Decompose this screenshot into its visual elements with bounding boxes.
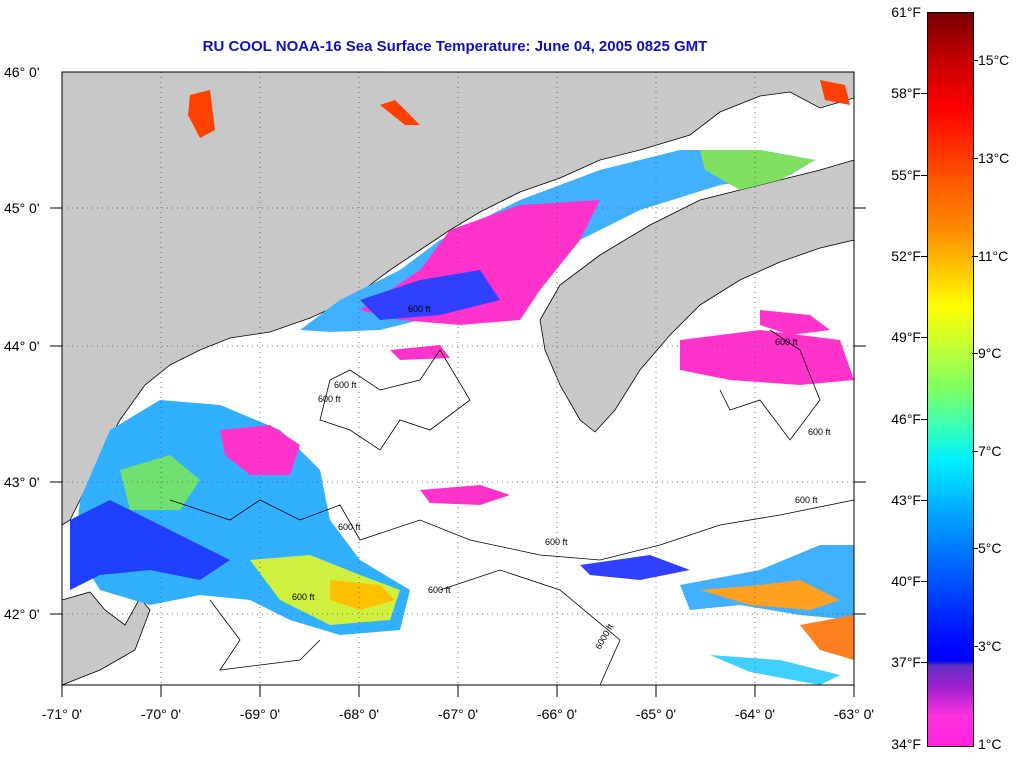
colorbar-tick: [921, 581, 927, 582]
colorbar-c-label: 9°C: [978, 345, 1002, 361]
lon-label: -65° 0': [635, 706, 677, 722]
colorbar-f-label: 43°F: [891, 492, 921, 508]
lon-label: -70° 0': [140, 706, 182, 722]
contour-label: 600 ft: [428, 585, 451, 595]
colorbar-c-label: 7°C: [978, 443, 1002, 459]
colorbar-tick: [921, 93, 927, 94]
contour-label: 600 ft: [545, 537, 568, 547]
colorbar-f-label: 49°F: [891, 329, 921, 345]
lon-label: -64° 0': [734, 706, 776, 722]
sst-patch-southeast: [680, 545, 854, 620]
lon-label: -63° 0': [833, 706, 875, 722]
land: [61, 71, 855, 686]
colorbar-tick: [921, 500, 927, 501]
sst-patch-southeast-warm: [700, 580, 840, 610]
lon-label: -71° 0': [41, 706, 83, 722]
colorbar-f-label: 52°F: [891, 248, 921, 264]
sst-patch-fundy-blue: [360, 270, 500, 320]
colorbar-tick: [921, 419, 927, 420]
lat-label: 45° 0': [4, 200, 40, 216]
colorbar-c-label: 1°C: [978, 736, 1002, 752]
colorbar-tick: [921, 256, 927, 257]
lat-label: 43° 0': [4, 474, 40, 490]
colorbar-f-label: 46°F: [891, 411, 921, 427]
contour-label: 6000 ft: [593, 622, 616, 651]
colorbar-tick: [972, 60, 978, 61]
contour-labels: 600 ft 600 ft 600 ft 600 ft 600 ft 600 f…: [292, 304, 831, 651]
colorbar-tick: [972, 548, 978, 549]
axis-ticks: [50, 207, 866, 697]
colorbar-tick: [972, 158, 978, 159]
sst-patch-central: [420, 485, 510, 505]
temperature-colorbar: [927, 12, 974, 747]
sst-patch-central2: [390, 345, 450, 360]
lon-label: -69° 0': [239, 706, 281, 722]
colorbar-c-label: 3°C: [978, 638, 1002, 654]
colorbar-tick: [972, 353, 978, 354]
lon-label: -68° 0': [338, 706, 380, 722]
sst-patch-ns-east: [680, 330, 854, 385]
lon-label: -66° 0': [536, 706, 578, 722]
sst-patch-blue-west: [70, 500, 230, 590]
colorbar-f-label: 55°F: [891, 167, 921, 183]
colorbar-f-label: 61°F: [891, 4, 921, 20]
colorbar-tick: [972, 256, 978, 257]
lat-label: 46° 0': [4, 64, 40, 80]
colorbar-tick: [921, 175, 927, 176]
contour-label: 600 ft: [334, 380, 357, 390]
colorbar-tick: [972, 646, 978, 647]
lat-label: 42° 0': [4, 606, 40, 622]
sst-patch-warm-core: [330, 580, 395, 610]
colorbar-c-label: 11°C: [978, 248, 1009, 264]
lat-lon-grid: [62, 72, 854, 685]
contour-label: 600 ft: [338, 522, 361, 532]
lon-label: -67° 0': [437, 706, 479, 722]
contour-label: 600 ft: [775, 337, 798, 347]
colorbar-f-label: 40°F: [891, 573, 921, 589]
sst-patch-northumberland: [700, 150, 815, 190]
lat-label: 44° 0': [4, 338, 40, 354]
sst-patch-cold-center: [220, 425, 300, 475]
contour-label: 600 ft: [408, 304, 431, 314]
land-cape-cod: [61, 591, 151, 686]
colorbar-c-label: 13°C: [978, 150, 1010, 166]
contour-label: 600 ft: [795, 495, 818, 505]
colorbar-tick: [972, 451, 978, 452]
sst-patch-ns-upper: [760, 310, 830, 335]
contour-label: 600 ft: [808, 427, 831, 437]
colorbar-f-label: 58°F: [891, 85, 921, 101]
colorbar-tick: [921, 662, 927, 663]
contour-label: 600 ft: [292, 592, 315, 602]
contour-label: 600 ft: [318, 394, 341, 404]
colorbar-f-label: 37°F: [891, 654, 921, 670]
sst-data: [70, 80, 854, 685]
colorbar-c-label: 15°C: [978, 52, 1010, 68]
colorbar-tick: [921, 337, 927, 338]
colorbar-c-label: 5°C: [978, 540, 1002, 556]
sst-patch-far-south: [710, 655, 840, 685]
colorbar-f-label: 34°F: [891, 736, 921, 752]
bathymetry-contours: [169, 329, 855, 686]
sst-patch-green-west: [120, 455, 200, 510]
map-title: RU COOL NOAA-16 Sea Surface Temperature:…: [202, 38, 708, 55]
land-nova-scotia: [539, 159, 855, 433]
sst-patch-far-southeast: [800, 615, 854, 660]
sst-patch-southeast-blue: [580, 555, 690, 580]
